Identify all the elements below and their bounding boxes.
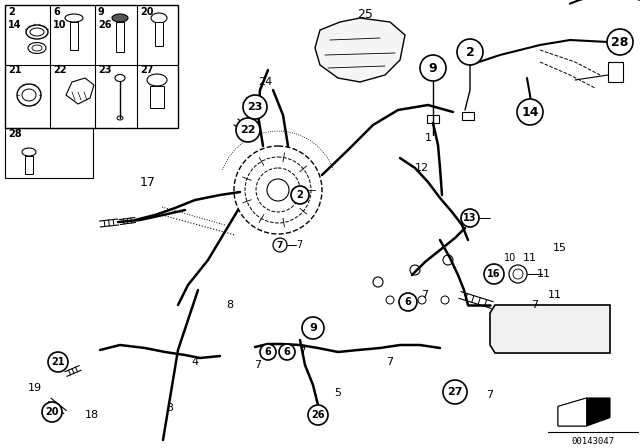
Text: 17: 17 [140,176,156,189]
Circle shape [443,380,467,404]
Text: 8: 8 [227,300,234,310]
Ellipse shape [22,148,36,156]
Text: 00143047: 00143047 [572,436,614,445]
Circle shape [279,344,295,360]
Bar [5,5,178,128]
Text: 7: 7 [387,357,394,367]
Text: 4: 4 [191,357,198,367]
Text: 22: 22 [240,125,256,135]
Text: 25: 25 [357,8,373,21]
Text: 28: 28 [8,129,22,139]
Text: 9: 9 [98,7,105,17]
Text: 20: 20 [140,7,154,17]
Text: 11: 11 [537,269,551,279]
Text: 11: 11 [523,253,537,263]
Text: 21: 21 [8,65,22,75]
Text: 14: 14 [8,20,22,30]
Bar [150,86,164,108]
Circle shape [236,118,260,142]
Circle shape [457,39,483,65]
Text: 11: 11 [548,290,562,300]
Text: 26: 26 [311,410,324,420]
Circle shape [302,317,324,339]
Polygon shape [558,398,587,426]
Ellipse shape [151,13,167,23]
Bar [608,62,623,82]
Ellipse shape [65,14,83,22]
Polygon shape [490,305,610,353]
Text: 7: 7 [277,241,283,250]
Circle shape [48,352,68,372]
Text: 9: 9 [429,61,437,74]
Text: 7: 7 [421,290,429,300]
Text: 7: 7 [296,240,302,250]
Text: 1: 1 [424,133,431,143]
Circle shape [243,95,267,119]
Circle shape [260,344,276,360]
Text: 7: 7 [531,300,539,310]
Text: 2: 2 [296,190,303,200]
Text: 24: 24 [258,77,272,87]
Text: 6: 6 [404,297,412,307]
Circle shape [308,405,328,425]
Text: 20: 20 [45,407,59,417]
Text: 26: 26 [98,20,111,30]
Text: 23: 23 [247,102,262,112]
Circle shape [461,209,479,227]
Text: 6: 6 [264,347,271,357]
Text: 10: 10 [53,20,67,30]
Text: 3: 3 [166,403,173,413]
Bar [155,22,163,46]
Ellipse shape [112,14,128,22]
Text: 14: 14 [521,105,539,119]
Text: 2: 2 [8,7,15,17]
Text: 7: 7 [255,360,262,370]
Text: 2: 2 [466,46,474,59]
Text: 12: 12 [415,163,429,173]
Text: 22: 22 [53,65,67,75]
Text: 5: 5 [335,388,342,398]
Circle shape [484,264,504,284]
Bar [427,115,439,123]
Bar [462,112,474,120]
Bar [5,128,93,178]
Circle shape [399,293,417,311]
Circle shape [607,29,633,55]
Text: 9: 9 [309,323,317,333]
Text: 23: 23 [98,65,111,75]
Polygon shape [558,398,610,426]
Text: 13: 13 [463,213,477,223]
Text: 19: 19 [28,383,42,393]
Circle shape [42,402,62,422]
Circle shape [291,186,309,204]
Circle shape [420,55,446,81]
Bar [25,156,33,174]
Text: 16: 16 [487,269,500,279]
Polygon shape [315,18,405,82]
Text: 21: 21 [51,357,65,367]
Text: 28: 28 [611,35,628,48]
Text: 10: 10 [504,253,516,263]
Text: 6: 6 [53,7,60,17]
Text: 15: 15 [553,243,567,253]
Text: 18: 18 [85,410,99,420]
Text: 7: 7 [486,390,493,400]
Text: 27: 27 [447,387,463,397]
Text: 6: 6 [284,347,291,357]
Ellipse shape [147,74,167,86]
Bar [70,22,78,50]
Circle shape [517,99,543,125]
Text: 27: 27 [140,65,154,75]
Text: 7: 7 [299,347,305,357]
Bar [116,22,124,52]
